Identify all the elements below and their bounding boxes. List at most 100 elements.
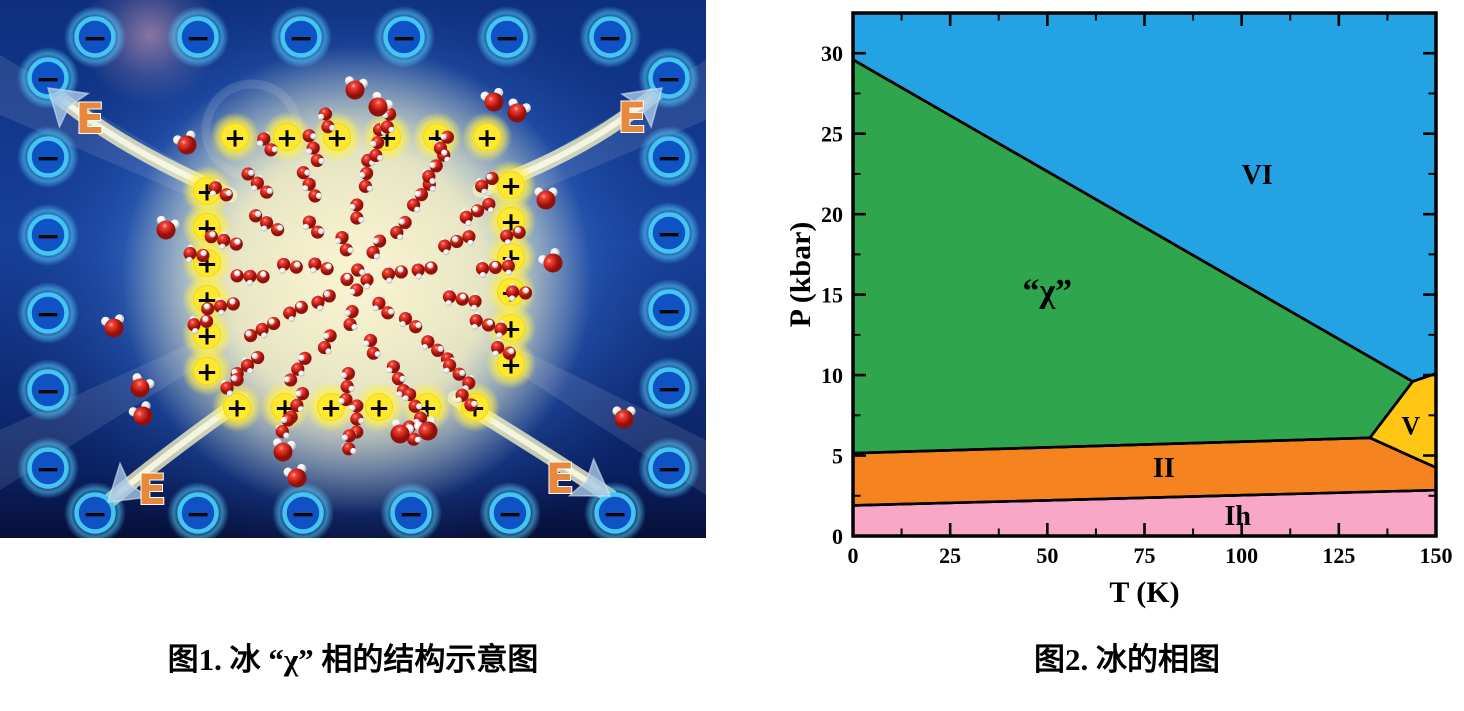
minus-icon: − [391, 21, 416, 56]
water-molecule [612, 406, 636, 429]
plus-ion: + [462, 112, 512, 162]
minus-ion: − [270, 6, 332, 68]
region-label: “χ” [1022, 273, 1072, 310]
water-molecule-chain [183, 244, 210, 264]
x-tick-label: 75 [1134, 543, 1156, 568]
minus-icon: − [82, 497, 107, 532]
water-molecule-chain [283, 351, 312, 387]
y-tick-labels: 0 5 10 15 20 25 30 [821, 41, 843, 549]
plus-icon: + [196, 357, 218, 387]
minus-icon: − [35, 141, 60, 176]
plus-ion: + [182, 346, 232, 396]
minus-ion: − [479, 482, 541, 538]
plus-ion: + [210, 112, 260, 162]
minus-ion: − [476, 6, 538, 68]
water-molecule [368, 91, 393, 117]
minus-ion: − [64, 6, 126, 68]
water-molecule-chain [201, 297, 240, 316]
e-field-label: E [138, 465, 167, 514]
x-tick-label: 125 [1322, 543, 1355, 568]
minus-ion: − [167, 482, 229, 538]
water-molecule-chain [386, 360, 411, 398]
water-molecule-chain [204, 230, 243, 251]
water-molecule-chain [343, 305, 360, 332]
plus-icon: + [226, 393, 248, 423]
region-label: Ih [1225, 501, 1252, 532]
phase-boundaries [852, 58, 1437, 507]
water-molecule-chain [358, 153, 376, 193]
plus-icon: + [368, 393, 390, 423]
water-molecule [344, 76, 368, 100]
minus-icon: − [290, 497, 315, 532]
minus-icon: − [288, 21, 313, 56]
ice-chi-structure-illustration: − − − − − −− − − − − −−−−−−−−−−−−−+ + + + + ++ + + + ++++++… [0, 0, 706, 538]
y-tick-label: 30 [821, 41, 843, 66]
water-molecule [272, 438, 296, 462]
minus-icon: − [656, 217, 681, 252]
water-molecule-chain [372, 295, 395, 320]
water-molecule-chain [317, 329, 337, 355]
minus-ion: − [638, 279, 700, 341]
water-molecule [101, 314, 125, 338]
minus-ion: − [638, 202, 700, 264]
x-tick-label: 100 [1225, 543, 1258, 568]
y-tick-label: 10 [821, 363, 843, 388]
water-molecule [173, 130, 197, 155]
y-tick-label: 20 [821, 202, 843, 227]
water-molecule-chain [249, 209, 285, 237]
plus-ion: + [354, 382, 404, 432]
water-molecule [390, 419, 414, 444]
minus-icon: − [82, 21, 107, 56]
minus-ion: − [638, 126, 700, 188]
water-molecule-chain [302, 214, 325, 239]
plot-frame [851, 11, 1438, 538]
minus-ion: − [579, 6, 641, 68]
minus-icon: − [185, 497, 210, 532]
water-molecule-chain [220, 373, 244, 397]
water-molecule-chain [311, 289, 336, 312]
minus-icon: − [597, 21, 622, 56]
water-molecule-chain [187, 314, 214, 335]
water-molecule-chain [257, 131, 278, 157]
water-molecule-chain [491, 338, 516, 360]
boundary-chi-V [1368, 380, 1414, 439]
y-tick-label: 25 [821, 122, 843, 147]
water-molecule [507, 98, 531, 123]
water-molecule [283, 463, 307, 488]
boundary-II-V [1369, 436, 1437, 469]
water-molecule-chain [208, 179, 233, 202]
minus-ion: − [167, 6, 229, 68]
e-arrow-head-icon [46, 87, 91, 129]
water-molecule-chain [442, 287, 482, 311]
x-tick-labels: 0 25 50 75 100 125 150 [848, 543, 1453, 568]
x-tick-label: 25 [939, 543, 961, 568]
water-molecule-chain [433, 130, 454, 156]
region-label: V [1401, 411, 1420, 440]
water-molecule-chain [505, 282, 533, 302]
minus-icon: − [398, 497, 423, 532]
minus-icon: − [656, 141, 681, 176]
plus-ion: + [486, 160, 536, 210]
x-tick-label: 50 [1036, 543, 1058, 568]
water-molecule-chain [340, 272, 354, 287]
minus-icon: − [35, 219, 60, 254]
minus-ion: − [17, 282, 79, 344]
free-water-molecules [101, 76, 636, 488]
plus-icon: + [500, 171, 522, 201]
minus-icon: − [185, 21, 210, 56]
water-molecule-chain [469, 311, 508, 339]
plus-ion: + [412, 112, 462, 162]
minus-ion: − [17, 437, 79, 499]
water-molecule-chain [500, 225, 526, 246]
minus-icon: − [494, 21, 519, 56]
water-molecule-chain [459, 195, 496, 227]
water-molecule-chain [366, 234, 387, 260]
water-molecule [538, 247, 563, 273]
water-molecule-chain [230, 267, 270, 286]
minus-icon: − [497, 497, 522, 532]
y-tick-label: 15 [821, 283, 843, 308]
water-molecule [130, 373, 155, 398]
region-label: II [1153, 453, 1175, 484]
water-molecule-chain [438, 227, 476, 256]
